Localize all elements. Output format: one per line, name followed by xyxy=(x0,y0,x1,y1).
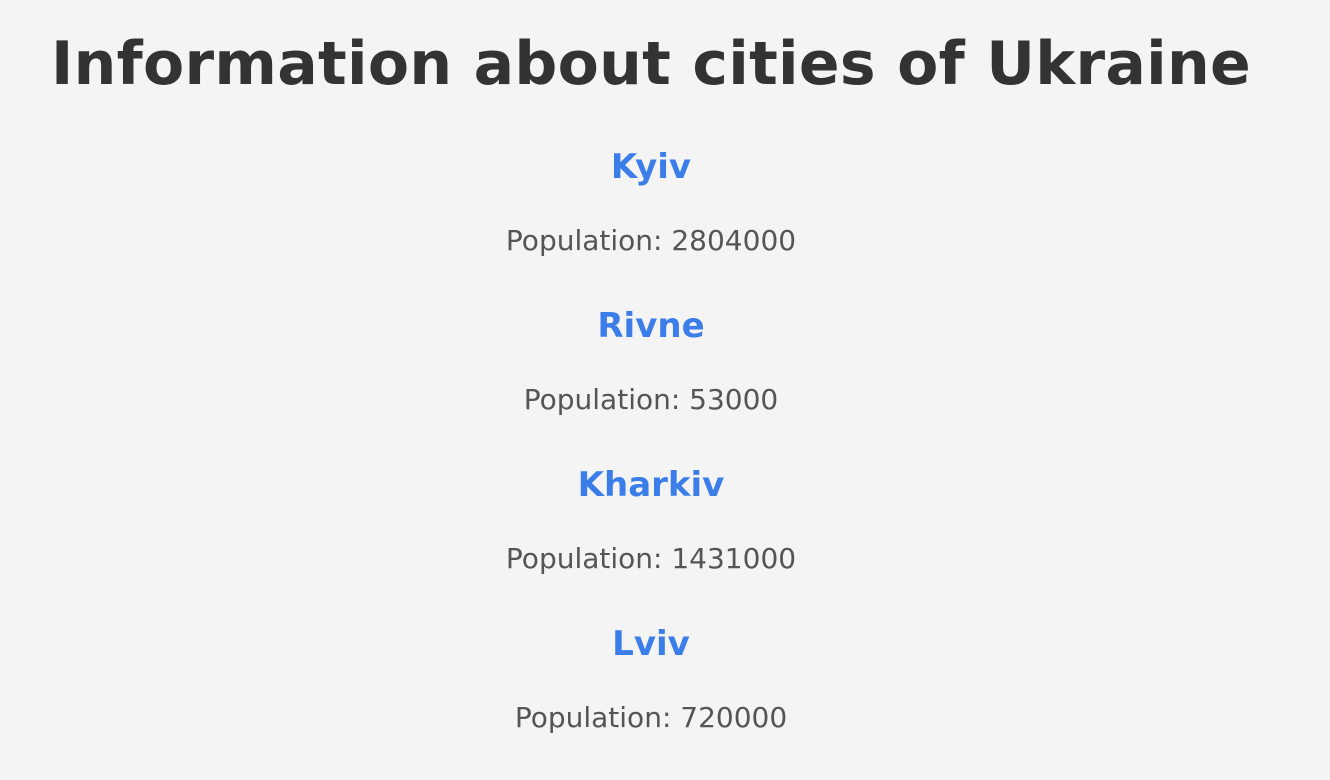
city-list: Kyiv Population: 2804000 Rivne Populatio… xyxy=(0,144,1302,780)
city-name: Rivne xyxy=(597,306,705,346)
city-name: Lviv xyxy=(612,624,690,664)
city-name: Kharkiv xyxy=(577,465,725,505)
city-item-kyiv: Kyiv Population: 2804000 xyxy=(0,144,1302,303)
city-population: Population: 53000 xyxy=(523,383,779,416)
city-item-rivne: Rivne Population: 53000 xyxy=(0,303,1302,462)
city-population: Population: 1431000 xyxy=(505,542,797,575)
city-name: Kyiv xyxy=(610,147,692,187)
city-item-lviv: Lviv Population: 720000 xyxy=(0,621,1302,780)
city-population: Population: 720000 xyxy=(514,701,788,734)
city-population: Population: 2804000 xyxy=(505,224,797,257)
city-item-kharkiv: Kharkiv Population: 1431000 xyxy=(0,462,1302,621)
page-title: Information about cities of Ukraine xyxy=(50,29,1252,99)
